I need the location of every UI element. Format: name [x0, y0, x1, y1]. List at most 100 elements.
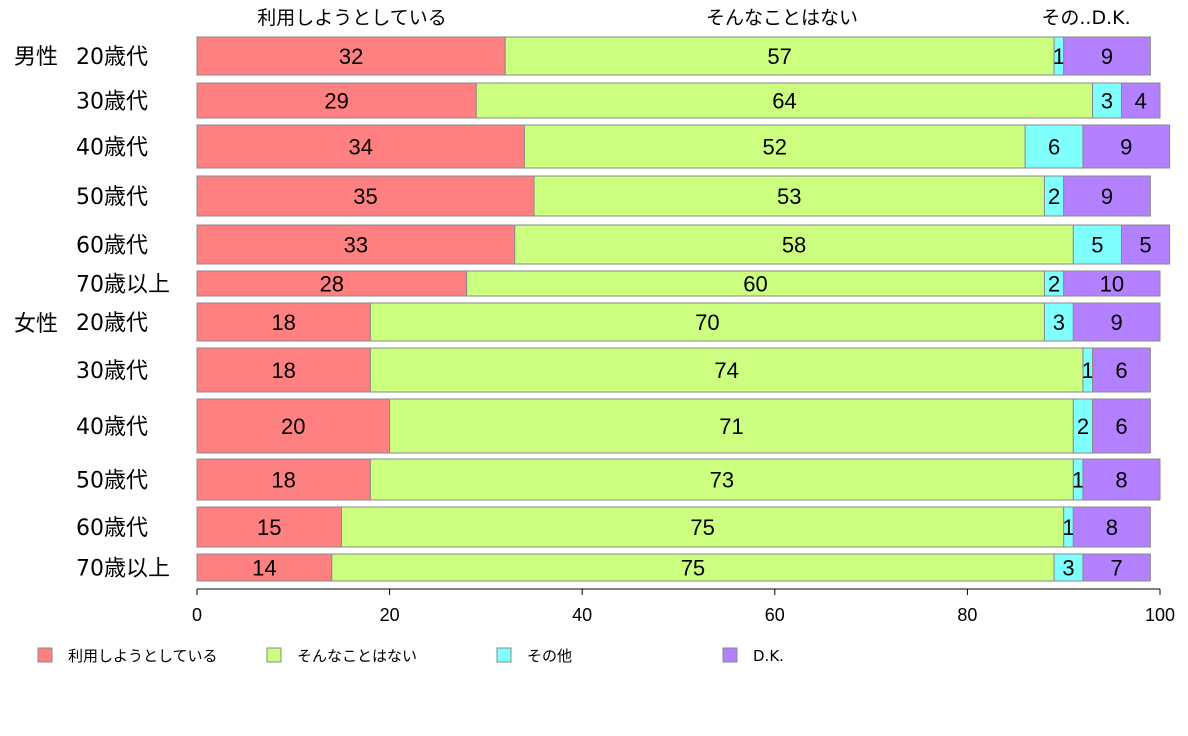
data-label: 6: [1048, 135, 1060, 160]
bar-segment: [1063, 270, 1161, 297]
legend-label: その他: [527, 647, 572, 665]
legend: 利用しようとしている そんなことはない その他 D.K.: [37, 647, 784, 665]
bar-segment: [1072, 506, 1151, 548]
data-label: 1: [1062, 515, 1074, 540]
data-label: 74: [714, 358, 738, 383]
category-label: 50歳代: [76, 469, 148, 494]
column-headers: 利用しようとしている そんなことはない その..D.K.: [257, 7, 1130, 29]
data-label: 1: [1053, 44, 1065, 69]
legend-label: 利用しようとしている: [68, 647, 218, 665]
x-tick-label: 20: [380, 605, 400, 625]
bar-segment: [1120, 82, 1161, 119]
group-labels: 男性 女性: [14, 45, 58, 337]
bar-segment: [514, 224, 1074, 265]
bar-segment: [1063, 36, 1151, 76]
header-label-use: 利用しようとしている: [257, 7, 446, 29]
data-label: 18: [271, 358, 295, 383]
data-label: 3: [1101, 89, 1113, 114]
bar-segment: [196, 270, 468, 297]
category-label: 70歳以上: [76, 273, 170, 298]
bar-segment: [196, 506, 342, 548]
bar-segment: [504, 36, 1055, 76]
data-label: 1: [1082, 358, 1094, 383]
data-label: 64: [772, 89, 796, 114]
data-label: 71: [719, 414, 743, 439]
legend-swatch: [722, 647, 738, 663]
legend-swatch: [496, 647, 512, 663]
bar-segment: [1063, 175, 1151, 217]
bar-segment: [1120, 224, 1171, 265]
data-label: 9: [1101, 44, 1113, 69]
category-label: 30歳代: [76, 90, 148, 115]
data-label: 70: [695, 310, 719, 335]
bar-segment: [196, 124, 525, 169]
category-label: 40歳代: [76, 415, 148, 440]
bar-segment: [1072, 224, 1122, 265]
bar-segment: [475, 82, 1094, 119]
group-label-female: 女性: [14, 312, 58, 337]
bar-segment: [466, 270, 1045, 297]
category-label: 20歳代: [76, 311, 148, 336]
data-label: 3: [1053, 310, 1065, 335]
x-tick-label: 100: [1145, 605, 1175, 625]
legend-label: そんなことはない: [297, 647, 417, 665]
data-label: 8: [1106, 515, 1118, 540]
category-label: 60歳代: [76, 234, 148, 259]
data-label: 33: [344, 233, 368, 258]
data-label: 58: [782, 233, 806, 258]
bar-segment: [1072, 302, 1161, 342]
legend-swatch: [266, 647, 282, 663]
bar-segment: [196, 398, 391, 454]
data-label: 53: [777, 184, 801, 209]
data-label: 20: [281, 414, 305, 439]
data-label: 10: [1100, 272, 1124, 297]
data-label: 57: [767, 44, 791, 69]
bar-segment: [196, 224, 516, 265]
data-label: 6: [1115, 414, 1127, 439]
data-label: 32: [339, 44, 363, 69]
bar-segment: [369, 302, 1045, 342]
data-label: 9: [1120, 135, 1132, 160]
category-label: 70歳以上: [76, 557, 170, 582]
x-tick-label: 80: [957, 605, 977, 625]
x-axis: 0 20 40 60 80 100: [192, 588, 1175, 625]
bar-segment: [1092, 398, 1151, 454]
category-label: 50歳代: [76, 185, 148, 210]
bar-segment: [1092, 82, 1122, 119]
data-label: 2: [1077, 414, 1089, 439]
header-label-other-dk: その..D.K.: [1041, 7, 1130, 29]
data-label: 8: [1115, 468, 1127, 493]
bar-segment: [1082, 124, 1171, 169]
category-label: 20歳代: [76, 45, 148, 70]
bar-segment: [196, 458, 371, 501]
data-label: 5: [1139, 233, 1151, 258]
data-label: 3: [1062, 556, 1074, 581]
data-label: 15: [257, 515, 281, 540]
bar-segment: [1092, 347, 1151, 393]
bar-segment: [533, 175, 1045, 217]
x-tick-label: 0: [192, 605, 202, 625]
data-label: 14: [252, 556, 276, 581]
legend-label: D.K.: [753, 647, 784, 665]
category-labels: 20歳代 30歳代 40歳代 50歳代 60歳代 70歳以上 20歳代 30歳代 40歳代 50歳…: [76, 45, 170, 582]
data-label: 18: [271, 468, 295, 493]
data-label: 18: [271, 310, 295, 335]
bar-segment: [1024, 124, 1084, 169]
legend-swatch: [37, 647, 53, 663]
data-label: 52: [763, 135, 787, 160]
data-label: 5: [1091, 233, 1103, 258]
category-label: 30歳代: [76, 359, 148, 384]
data-label: 9: [1111, 310, 1123, 335]
data-label: 2: [1048, 272, 1060, 297]
data-label: 35: [353, 184, 377, 209]
bar-segment: [196, 175, 535, 217]
data-label: 4: [1135, 89, 1147, 114]
category-label: 40歳代: [76, 136, 148, 161]
bar-segment: [331, 553, 1055, 582]
x-tick-label: 60: [765, 605, 785, 625]
data-label: 6: [1115, 358, 1127, 383]
group-label-male: 男性: [14, 45, 58, 70]
data-label: 34: [348, 135, 372, 160]
